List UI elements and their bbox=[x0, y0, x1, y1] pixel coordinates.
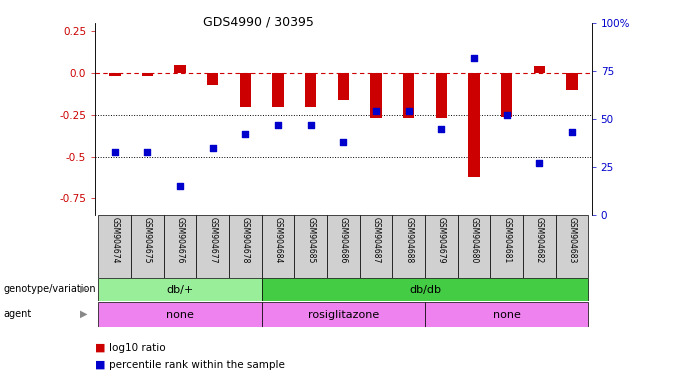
Bar bbox=[99, 215, 131, 278]
Text: GSM904676: GSM904676 bbox=[175, 217, 184, 263]
Bar bbox=[240, 73, 251, 106]
Point bbox=[305, 122, 316, 128]
Bar bbox=[501, 73, 513, 116]
Text: none: none bbox=[493, 310, 521, 320]
Bar bbox=[273, 73, 284, 106]
Text: GSM904685: GSM904685 bbox=[306, 217, 316, 263]
Text: GSM904674: GSM904674 bbox=[110, 217, 119, 263]
Text: GSM904680: GSM904680 bbox=[469, 217, 479, 263]
Text: GSM904679: GSM904679 bbox=[437, 217, 446, 263]
Text: GSM904687: GSM904687 bbox=[371, 217, 381, 263]
Point bbox=[109, 149, 120, 155]
Point bbox=[436, 126, 447, 132]
Text: GSM904678: GSM904678 bbox=[241, 217, 250, 263]
Text: GSM904675: GSM904675 bbox=[143, 217, 152, 263]
Bar bbox=[207, 73, 218, 85]
Text: db/+: db/+ bbox=[167, 285, 194, 295]
Bar bbox=[566, 73, 578, 90]
Bar bbox=[458, 215, 490, 278]
Bar bbox=[131, 215, 164, 278]
Bar bbox=[164, 215, 197, 278]
Text: ▶: ▶ bbox=[80, 309, 88, 319]
Bar bbox=[99, 278, 262, 301]
Text: GSM904684: GSM904684 bbox=[273, 217, 283, 263]
Text: GSM904681: GSM904681 bbox=[503, 217, 511, 263]
Bar bbox=[229, 215, 262, 278]
Point bbox=[501, 112, 512, 118]
Bar bbox=[327, 215, 360, 278]
Bar bbox=[490, 215, 523, 278]
Bar bbox=[262, 278, 588, 301]
Point bbox=[338, 139, 349, 145]
Text: ▶: ▶ bbox=[80, 284, 88, 294]
Bar bbox=[534, 66, 545, 73]
Bar bbox=[469, 73, 480, 177]
Text: ■: ■ bbox=[95, 360, 105, 370]
Text: GSM904686: GSM904686 bbox=[339, 217, 348, 263]
Text: GSM904683: GSM904683 bbox=[568, 217, 577, 263]
Bar bbox=[403, 73, 414, 118]
Bar bbox=[338, 73, 349, 100]
Point bbox=[142, 149, 153, 155]
Text: GSM904677: GSM904677 bbox=[208, 217, 218, 263]
Bar bbox=[392, 215, 425, 278]
Bar bbox=[109, 73, 120, 76]
Bar bbox=[371, 73, 381, 118]
Bar bbox=[305, 73, 316, 106]
Point bbox=[207, 145, 218, 151]
Bar bbox=[425, 302, 588, 327]
Point bbox=[371, 108, 381, 114]
Text: none: none bbox=[166, 310, 194, 320]
Text: rosiglitazone: rosiglitazone bbox=[308, 310, 379, 320]
Point bbox=[273, 122, 284, 128]
Text: GSM904688: GSM904688 bbox=[404, 217, 413, 263]
Point bbox=[534, 160, 545, 166]
Bar bbox=[523, 215, 556, 278]
Text: genotype/variation: genotype/variation bbox=[3, 284, 96, 294]
Bar bbox=[262, 302, 425, 327]
Point bbox=[175, 183, 186, 189]
Bar bbox=[99, 302, 262, 327]
Text: db/db: db/db bbox=[409, 285, 441, 295]
Point bbox=[566, 129, 577, 136]
Text: ■: ■ bbox=[95, 343, 105, 353]
Bar bbox=[197, 215, 229, 278]
Text: log10 ratio: log10 ratio bbox=[109, 343, 165, 353]
Text: GDS4990 / 30395: GDS4990 / 30395 bbox=[203, 15, 314, 28]
Bar bbox=[556, 215, 588, 278]
Bar bbox=[262, 215, 294, 278]
Bar bbox=[425, 215, 458, 278]
Bar bbox=[174, 65, 186, 73]
Text: GSM904682: GSM904682 bbox=[535, 217, 544, 263]
Bar bbox=[360, 215, 392, 278]
Bar bbox=[294, 215, 327, 278]
Point bbox=[240, 131, 251, 137]
Bar bbox=[436, 73, 447, 118]
Point bbox=[469, 55, 479, 61]
Point bbox=[403, 108, 414, 114]
Text: percentile rank within the sample: percentile rank within the sample bbox=[109, 360, 285, 370]
Bar bbox=[141, 73, 153, 76]
Text: agent: agent bbox=[3, 309, 32, 319]
